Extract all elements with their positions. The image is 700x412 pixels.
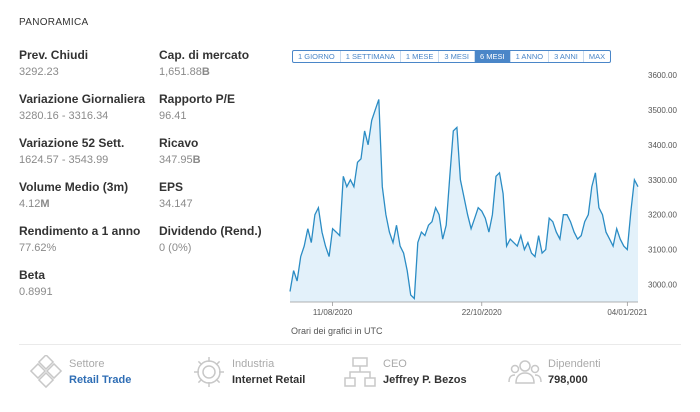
info-label: Settore <box>69 358 105 370</box>
stat-value: 3292.23 <box>19 66 59 78</box>
stat-52-week-range: Variazione 52 Sett. 1624.57 - 3543.99 <box>19 136 159 166</box>
info-label: Industria <box>232 358 275 370</box>
stat-label: Cap. di mercato <box>159 48 250 62</box>
info-industry: Industria Internet Retail <box>192 355 305 389</box>
stat-value: 347.95B <box>159 154 201 166</box>
chart-timezone-note: Orari dei grafici in UTC <box>291 326 383 336</box>
x-tick-label: 22/10/2020 <box>462 308 503 317</box>
stat-value: 77.62% <box>19 242 57 254</box>
stat-beta: Beta 0.8991 <box>19 268 159 298</box>
x-tick-label: 04/01/2021 <box>607 308 648 317</box>
stat-label: Prev. Chiudi <box>19 48 89 62</box>
y-tick-label: 3600.00 <box>648 71 677 80</box>
info-text: Industria Internet Retail <box>232 358 305 386</box>
stat-label: Variazione Giornaliera <box>19 92 146 106</box>
tab-3-years[interactable]: 3 ANNI <box>549 51 584 62</box>
stat-value: 34.147 <box>159 198 193 210</box>
tab-1-year[interactable]: 1 ANNO <box>511 51 550 62</box>
stat-eps: EPS 34.147 <box>159 180 299 210</box>
section-title: PANORAMICA <box>19 17 89 28</box>
stat-dividend: Dividendo (Rend.) 0 (0%) <box>159 224 299 254</box>
tab-max[interactable]: MAX <box>588 52 606 61</box>
info-ceo: CEO Jeffrey P. Bezos <box>343 355 467 389</box>
stat-prev-close: Prev. Chiudi 3292.23 <box>19 48 159 78</box>
y-tick-label: 3100.00 <box>648 246 677 255</box>
tab-3-months[interactable]: 3 MESI <box>439 51 475 62</box>
stat-label: EPS <box>159 180 184 194</box>
divider <box>19 344 681 345</box>
people-icon <box>508 360 542 384</box>
tab-6-months[interactable]: 6 MESI <box>474 51 511 62</box>
stat-value: 4.12M <box>19 198 50 210</box>
stat-value: 3280.16 - 3316.34 <box>19 110 109 122</box>
stat-1-year-return: Rendimento a 1 anno 77.62% <box>19 224 159 254</box>
info-label: Dipendenti <box>548 358 601 370</box>
info-label: CEO <box>383 358 407 370</box>
stat-pe-ratio: Rapporto P/E 96.41 <box>159 92 299 122</box>
stat-label: Volume Medio (3m) <box>19 180 129 194</box>
x-tick-label: 11/08/2020 <box>313 308 353 317</box>
info-employees: Dipendenti 798,000 <box>508 355 601 389</box>
sector-icon <box>29 355 63 389</box>
y-tick-label: 3300.00 <box>648 176 677 185</box>
org-chart-icon <box>344 357 376 387</box>
info-text: Settore Retail Trade <box>69 358 131 386</box>
time-range-tabs: 1 GIORNO 1 SETTIMANA 1 MESE 3 MESI 6 MES… <box>292 50 612 63</box>
y-tick-label: 3400.00 <box>648 141 677 150</box>
y-tick-label: 3500.00 <box>648 106 677 115</box>
info-text: CEO Jeffrey P. Bezos <box>383 358 467 386</box>
stat-label: Ricavo <box>159 136 199 150</box>
tab-1-month[interactable]: 1 MESE <box>401 51 440 62</box>
chart-series-line <box>289 99 639 300</box>
stat-value: 96.41 <box>159 110 187 122</box>
stat-value: 1624.57 - 3543.99 <box>19 154 109 166</box>
stat-market-cap: Cap. di mercato 1,651.88B <box>159 48 299 78</box>
stat-value: 0.8991 <box>19 286 53 298</box>
stat-label: Rapporto P/E <box>159 92 236 106</box>
stat-daily-range: Variazione Giornaliera 3280.16 - 3316.34 <box>19 92 159 122</box>
chart-area-fill <box>290 99 638 303</box>
stat-label: Dividendo (Rend.) <box>159 224 262 238</box>
sector-link[interactable]: Retail Trade <box>69 374 132 386</box>
tab-1-week[interactable]: 1 SETTIMANA <box>341 51 401 62</box>
gear-icon <box>194 357 224 387</box>
stat-label: Variazione 52 Sett. <box>19 136 125 150</box>
y-tick-label: 3000.00 <box>648 281 677 290</box>
stat-avg-volume: Volume Medio (3m) 4.12M <box>19 180 159 210</box>
info-value: Jeffrey P. Bezos <box>383 374 467 386</box>
info-value: Internet Retail <box>232 374 306 386</box>
info-sector: Settore Retail Trade <box>29 355 131 389</box>
stat-revenue: Ricavo 347.95B <box>159 136 299 166</box>
info-value: 798,000 <box>548 374 588 386</box>
price-chart[interactable]: 3000.00 3100.00 3200.00 3300.00 3400.00 3500.… <box>285 68 685 323</box>
y-tick-label: 3200.00 <box>648 211 677 220</box>
tab-1-day[interactable]: 1 GIORNO <box>293 51 341 62</box>
stat-value: 1,651.88B <box>159 66 210 78</box>
stat-label: Rendimento a 1 anno <box>19 224 141 238</box>
stat-label: Beta <box>19 268 46 282</box>
info-text: Dipendenti 798,000 <box>548 358 601 386</box>
stat-value: 0 (0%) <box>159 242 192 254</box>
